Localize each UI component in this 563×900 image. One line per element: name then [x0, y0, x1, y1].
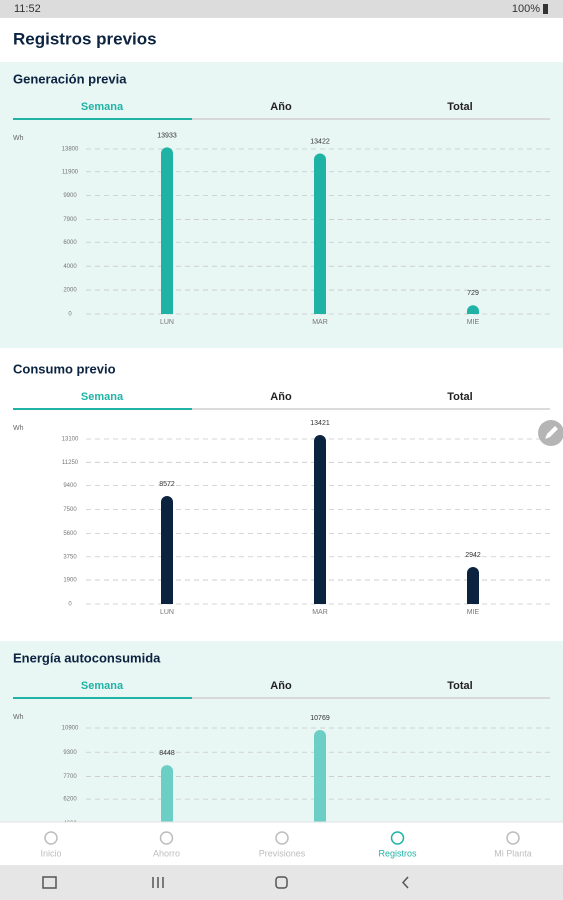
y-tick-label: 9900: [63, 193, 77, 199]
value-label: 13421: [310, 420, 330, 427]
nav-label[interactable]: Ahorro: [153, 848, 180, 858]
x-tick-label: MIE: [467, 319, 480, 326]
nav-icon[interactable]: [275, 831, 289, 845]
value-label: 729: [467, 290, 479, 297]
status-bar: [0, 0, 563, 18]
nav-icon[interactable]: [44, 831, 58, 845]
x-tick-label: LUN: [160, 319, 174, 326]
tab[interactable]: Total: [447, 101, 472, 113]
section-title: Energía autoconsumida: [13, 650, 161, 665]
tab[interactable]: Total: [447, 391, 472, 403]
value-label: 10769: [310, 715, 330, 722]
y-tick-label: 6200: [63, 797, 77, 803]
y-tick-label: 10900: [62, 726, 79, 732]
tab[interactable]: Año: [270, 680, 292, 692]
bottom-nav: Inicio Ahorro Previsiones Registros Mi Plant…: [0, 821, 563, 900]
tab[interactable]: Semana: [81, 391, 124, 403]
value-label: 8448: [159, 750, 175, 757]
y-axis-label: Wh: [13, 425, 24, 432]
page-title: Registros previos: [13, 29, 157, 48]
content: Generación previa Semana Año Total Wh 0 2000 40…: [0, 62, 563, 827]
y-tick-label: 9400: [63, 483, 77, 489]
status-battery: 100%: [512, 3, 540, 15]
tab[interactable]: Año: [270, 101, 292, 113]
section-title: Generación previa: [13, 71, 127, 86]
tab[interactable]: Semana: [81, 680, 124, 692]
x-tick-label: LUN: [160, 609, 174, 616]
bar: [467, 566, 479, 604]
tab[interactable]: Total: [447, 680, 472, 692]
battery-icon: [543, 4, 548, 14]
y-axis-label: Wh: [13, 135, 24, 142]
nav-icon[interactable]: [390, 831, 405, 845]
edit-icon: [545, 426, 558, 439]
y-tick-label: 11250: [62, 460, 79, 466]
y-tick-label: 0: [68, 602, 72, 608]
nav-label[interactable]: Previsiones: [259, 848, 306, 858]
section-title: Consumo previo: [13, 361, 116, 376]
y-tick-label: 11900: [62, 169, 79, 175]
value-label: 13422: [310, 138, 330, 145]
tab[interactable]: Semana: [81, 101, 124, 113]
y-axis-label: Wh: [13, 714, 24, 721]
system-icon[interactable]: [42, 876, 57, 889]
value-label: 2942: [465, 552, 481, 559]
y-tick-label: 13800: [62, 147, 79, 153]
nav-label[interactable]: Inicio: [40, 848, 61, 858]
y-tick-label: 2000: [63, 288, 77, 294]
bar: [161, 496, 173, 604]
x-tick-label: MIE: [467, 609, 480, 616]
y-tick-label: 5600: [63, 531, 77, 537]
y-tick-label: 6000: [63, 240, 77, 246]
system-back[interactable]: [401, 876, 409, 889]
tab[interactable]: Año: [270, 391, 292, 403]
value-label: 8572: [159, 481, 175, 488]
bar: [314, 153, 326, 314]
status-time: 11:52: [14, 3, 41, 15]
y-tick-label: 9300: [63, 750, 77, 756]
section-bg: [0, 641, 563, 822]
system-nav: [0, 865, 563, 900]
nav-icon[interactable]: [159, 831, 174, 845]
nav-label[interactable]: Mi Planta: [494, 848, 532, 858]
x-tick-label: MAR: [312, 609, 328, 616]
x-tick-label: MAR: [312, 319, 328, 326]
bar: [314, 729, 326, 822]
system-recents[interactable]: [152, 877, 164, 888]
nav-icon[interactable]: [506, 831, 520, 845]
y-tick-label: 0: [68, 312, 72, 318]
bar: [161, 147, 173, 314]
bar: [467, 305, 479, 314]
nav-label[interactable]: Registros: [378, 848, 417, 858]
system-home[interactable]: [275, 876, 288, 889]
section-bg: [0, 62, 563, 348]
y-tick-label: 4000: [63, 264, 77, 270]
y-tick-label: 1900: [63, 578, 77, 584]
y-tick-label: 7500: [63, 507, 77, 513]
y-tick-label: 3750: [63, 554, 77, 560]
y-tick-label: 7900: [63, 217, 77, 223]
bar: [314, 434, 326, 604]
value-label: 13933: [157, 132, 177, 139]
y-tick-label: 13100: [62, 437, 79, 443]
y-tick-label: 4600: [63, 821, 77, 827]
bar: [161, 765, 173, 822]
y-tick-label: 7700: [63, 774, 77, 780]
